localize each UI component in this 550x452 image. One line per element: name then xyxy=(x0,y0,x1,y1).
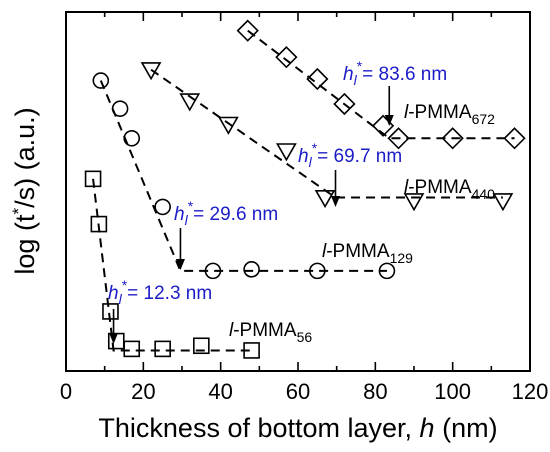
data-point xyxy=(276,143,297,162)
x-tick-label: 80 xyxy=(363,379,387,404)
data-point xyxy=(243,261,260,278)
transition-arrow-head xyxy=(384,115,394,126)
data-point xyxy=(140,62,162,81)
data-point xyxy=(123,340,141,358)
data-point xyxy=(492,193,514,212)
data-point xyxy=(154,340,171,358)
axes: 0 20 40 60 80 100 120 Thickness of bottom layer… xyxy=(9,11,549,443)
data-point xyxy=(441,127,464,150)
series-label: l-PMMA672 xyxy=(404,102,495,127)
transition-arrow-head xyxy=(331,196,341,207)
data-point xyxy=(275,46,298,69)
transition-annotation: hl*= 69.7 nm xyxy=(298,140,402,170)
data-point xyxy=(123,129,141,147)
y-axis-title: log (t*/s) (a.u.) xyxy=(9,107,40,274)
x-tick-label: 40 xyxy=(208,379,232,404)
series-fit-line xyxy=(150,68,503,199)
transition-annotation: hl*= 29.6 nm xyxy=(174,198,278,228)
data-point xyxy=(84,170,102,188)
transition-annotation: hl*= 83.6 nm xyxy=(343,58,447,88)
x-tick-label: 100 xyxy=(434,379,471,404)
data-point xyxy=(102,303,119,320)
x-tick-label: 60 xyxy=(286,379,310,404)
data-point xyxy=(309,262,326,280)
data-point xyxy=(193,337,210,355)
data-point xyxy=(306,67,329,91)
data-point xyxy=(503,127,526,150)
data-point xyxy=(387,127,410,150)
data-point xyxy=(90,215,108,233)
data-point xyxy=(403,193,425,212)
data-point xyxy=(179,93,201,112)
x-axis-title: Thickness of bottom layer, h (nm) xyxy=(98,413,497,443)
x-tick-label: 20 xyxy=(131,379,155,404)
data-point xyxy=(243,342,260,359)
x-tick-label: 120 xyxy=(512,379,549,404)
x-tick-label: 0 xyxy=(60,379,72,404)
data-point xyxy=(378,262,396,280)
data-point xyxy=(154,198,171,216)
plot-area: l-PMMA56 hl*= 12.3 nm l-PMMA129 hl*= 29.6 n… xyxy=(84,19,526,359)
data-point xyxy=(236,19,259,42)
series-fit-line xyxy=(247,29,515,140)
transition-arrow-head xyxy=(175,259,185,270)
series-label: l-PMMA440 xyxy=(404,177,495,202)
data-point xyxy=(92,72,110,89)
data-point xyxy=(314,190,336,209)
data-point xyxy=(111,100,129,117)
transition-arrow-head xyxy=(109,333,119,344)
data-point xyxy=(333,92,356,116)
data-point xyxy=(204,262,222,280)
transition-annotation: hl*= 12.3 nm xyxy=(108,277,212,307)
series-fit-line xyxy=(92,178,252,352)
data-point xyxy=(218,116,239,135)
series-label: l-PMMA56 xyxy=(229,320,312,345)
series-label: l-PMMA129 xyxy=(322,241,413,266)
y-axis-title-group: log (t*/s) (a.u.) xyxy=(9,107,40,274)
